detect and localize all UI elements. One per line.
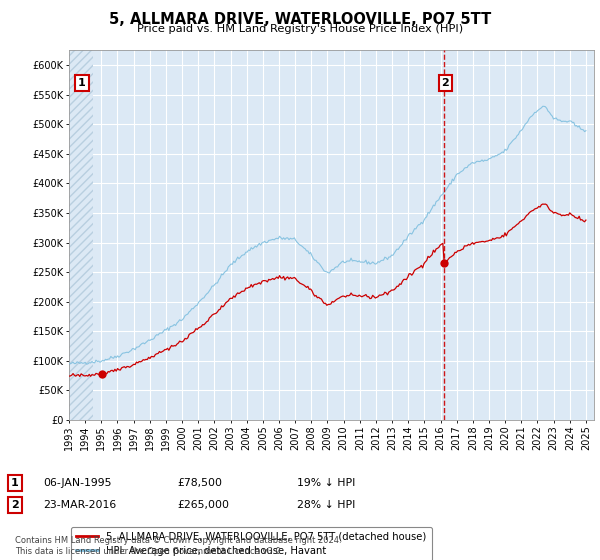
Text: £78,500: £78,500 <box>177 478 222 488</box>
Text: 2: 2 <box>442 78 449 88</box>
Text: 1: 1 <box>11 478 19 488</box>
Text: 5, ALLMARA DRIVE, WATERLOOVILLE, PO7 5TT: 5, ALLMARA DRIVE, WATERLOOVILLE, PO7 5TT <box>109 12 491 27</box>
Text: 2: 2 <box>11 500 19 510</box>
Text: 19% ↓ HPI: 19% ↓ HPI <box>297 478 355 488</box>
Text: Price paid vs. HM Land Registry's House Price Index (HPI): Price paid vs. HM Land Registry's House … <box>137 24 463 34</box>
Text: 28% ↓ HPI: 28% ↓ HPI <box>297 500 355 510</box>
Text: 1: 1 <box>78 78 86 88</box>
Legend: 5, ALLMARA DRIVE, WATERLOOVILLE, PO7 5TT (detached house), HPI: Average price, d: 5, ALLMARA DRIVE, WATERLOOVILLE, PO7 5TT… <box>71 526 431 560</box>
Text: 06-JAN-1995: 06-JAN-1995 <box>43 478 112 488</box>
Text: £265,000: £265,000 <box>177 500 229 510</box>
Text: Contains HM Land Registry data © Crown copyright and database right 2024.
This d: Contains HM Land Registry data © Crown c… <box>15 536 341 556</box>
Text: 23-MAR-2016: 23-MAR-2016 <box>43 500 116 510</box>
Bar <box>69 50 93 420</box>
